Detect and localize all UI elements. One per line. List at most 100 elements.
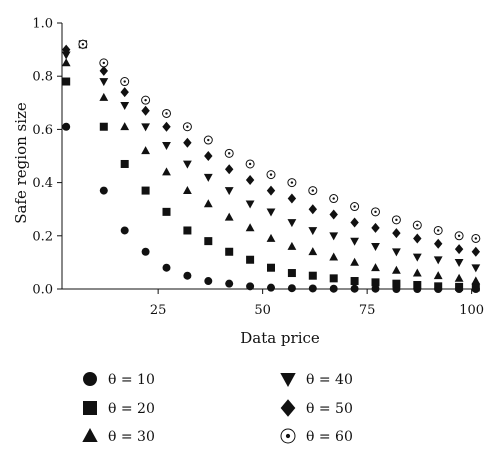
data-point (266, 170, 276, 180)
data-point (224, 212, 234, 221)
marker-center (123, 80, 126, 83)
data-point (267, 263, 275, 272)
data-point (62, 122, 71, 131)
data-point (413, 281, 422, 290)
data-point (471, 276, 481, 285)
data-point (120, 77, 130, 87)
marker-center (474, 237, 478, 240)
legend-marker (83, 401, 97, 415)
data-point (329, 232, 339, 241)
data-point (141, 123, 150, 132)
data-point (412, 253, 422, 262)
data-point (392, 265, 401, 274)
legend-marker (280, 428, 296, 444)
legend-item: θ = 30 (82, 427, 155, 445)
data-point (204, 277, 213, 286)
data-point (329, 274, 338, 283)
data-point (454, 231, 464, 241)
data-point (141, 146, 150, 155)
series-6 (78, 39, 481, 243)
data-point (329, 284, 338, 293)
data-point (433, 256, 443, 265)
data-point (266, 208, 276, 217)
marker-center (228, 152, 231, 155)
data-point (350, 277, 359, 286)
y-axis-title: Safe region size (12, 102, 30, 224)
data-point (287, 178, 297, 188)
data-point (183, 185, 192, 194)
data-point (287, 193, 297, 204)
data-point (471, 283, 480, 292)
data-point (245, 223, 255, 232)
data-point (245, 159, 255, 169)
x-tick-label: 75 (359, 303, 376, 318)
data-point (162, 167, 171, 176)
legend-item: θ = 40 (280, 372, 353, 388)
data-point (287, 269, 296, 278)
data-point (245, 174, 255, 185)
data-point (99, 186, 108, 195)
data-point (413, 233, 422, 244)
marker-center (290, 181, 294, 184)
data-point (371, 243, 380, 252)
data-point (162, 263, 171, 272)
data-point (471, 233, 481, 243)
y-tick-label: 0.8 (32, 70, 53, 85)
data-point (433, 271, 443, 280)
data-point (183, 226, 192, 235)
x-axis-title: Data price (240, 329, 320, 347)
data-point (203, 199, 213, 208)
data-point (162, 121, 171, 132)
legend-item: θ = 10 (83, 372, 155, 388)
legend-marker (82, 427, 98, 442)
data-point (308, 204, 317, 215)
data-point (371, 263, 380, 272)
y-tick-label: 0.6 (32, 123, 53, 138)
data-point (391, 215, 401, 225)
data-point (455, 282, 464, 291)
legend-marker (280, 373, 296, 388)
marker-center (416, 223, 419, 227)
data-point (225, 279, 234, 288)
data-point (433, 225, 443, 235)
data-point (61, 51, 71, 60)
data-point (329, 252, 339, 261)
data-point (308, 227, 318, 236)
y-tick-label: 0.0 (32, 283, 53, 298)
data-point (204, 237, 213, 246)
data-point (224, 148, 234, 158)
x-tick-label: 100 (459, 303, 484, 318)
data-point (392, 279, 401, 288)
data-point (454, 244, 464, 255)
data-point (183, 271, 192, 280)
legend-label: θ = 10 (108, 372, 155, 388)
data-point (471, 264, 481, 273)
marker-center (457, 234, 461, 237)
data-point (78, 39, 88, 49)
legend: θ = 10 θ = 20 θ = 30 θ = 40 θ = 50 θ = 60 (82, 372, 353, 445)
data-point (162, 108, 171, 118)
legend-label: θ = 60 (306, 429, 353, 445)
data-point (308, 247, 318, 256)
marker-center (81, 43, 85, 46)
data-point (225, 247, 234, 256)
marker-center (374, 210, 377, 214)
data-point (371, 278, 380, 287)
data-point (392, 228, 401, 239)
legend-marker (280, 399, 296, 417)
data-point (99, 65, 108, 76)
data-point (141, 105, 150, 116)
data-point (162, 141, 171, 150)
marker-center (269, 173, 273, 176)
data-point (99, 58, 109, 68)
data-point (371, 284, 380, 293)
data-point (120, 226, 129, 235)
marker-center (437, 229, 440, 232)
data-point (120, 87, 129, 98)
data-point (287, 219, 297, 228)
legend-item: θ = 50 (280, 399, 353, 417)
data-point (246, 282, 255, 291)
data-point (61, 58, 71, 67)
data-point (350, 202, 360, 212)
data-point (434, 282, 443, 291)
